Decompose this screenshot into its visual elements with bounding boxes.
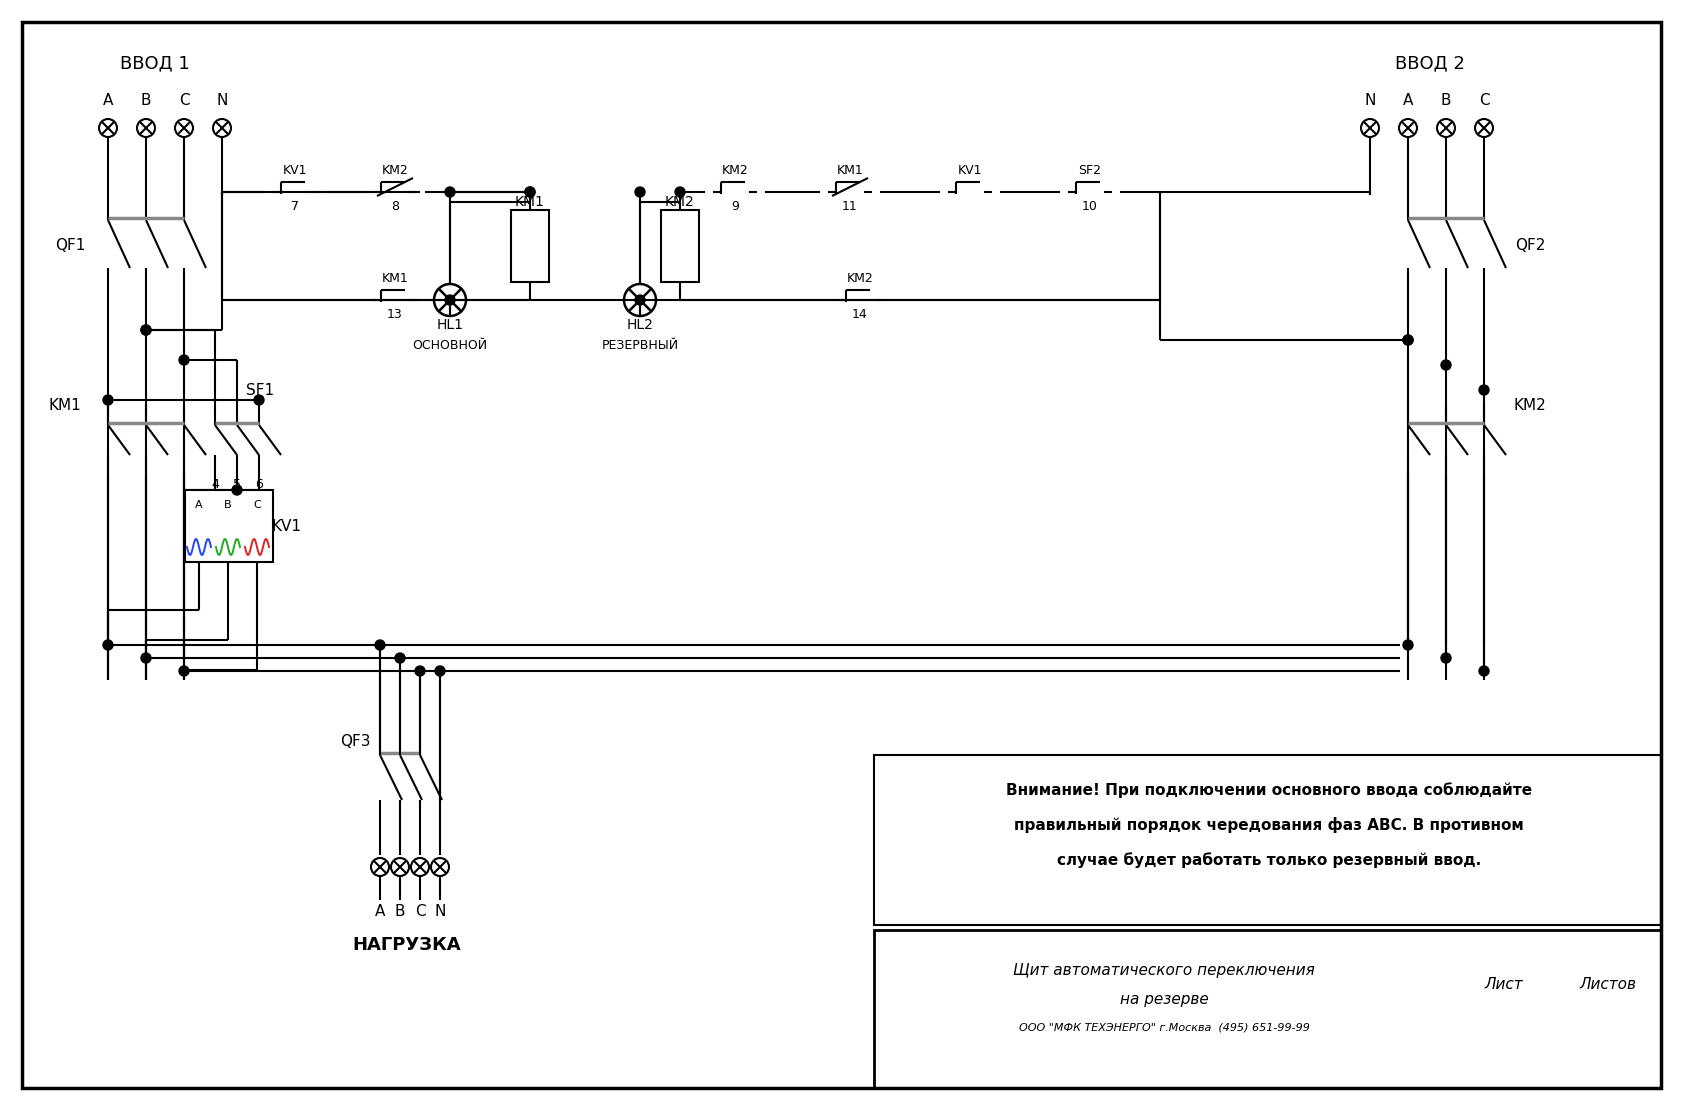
Text: N: N — [217, 92, 227, 108]
Circle shape — [1478, 666, 1489, 676]
Text: A: A — [103, 92, 113, 108]
Circle shape — [634, 295, 644, 305]
Text: KM1: KM1 — [382, 272, 409, 284]
Circle shape — [634, 186, 644, 196]
Circle shape — [232, 485, 242, 495]
Text: KM2: KM2 — [382, 163, 409, 176]
Text: QF1: QF1 — [56, 238, 86, 252]
Text: A: A — [195, 500, 204, 509]
Text: KM1: KM1 — [515, 195, 545, 209]
Text: QF2: QF2 — [1514, 238, 1544, 252]
Text: C: C — [178, 92, 188, 108]
Text: KM2: KM2 — [722, 163, 748, 176]
Bar — [873, 930, 1660, 1088]
Circle shape — [1403, 335, 1413, 345]
Bar — [185, 490, 272, 562]
Text: ВВОД 1: ВВОД 1 — [119, 54, 190, 72]
Circle shape — [525, 186, 535, 196]
Text: N: N — [1364, 92, 1374, 108]
Circle shape — [415, 666, 426, 676]
Circle shape — [444, 186, 454, 196]
Text: N: N — [434, 905, 446, 919]
Text: HL2: HL2 — [626, 317, 653, 332]
Circle shape — [178, 355, 188, 365]
Text: на резерве: на резерве — [1119, 992, 1208, 1008]
Circle shape — [254, 395, 264, 405]
Text: 5: 5 — [232, 477, 241, 491]
Text: C: C — [252, 500, 261, 509]
Text: правильный порядок чередования фаз АВС. В противном: правильный порядок чередования фаз АВС. … — [1014, 817, 1522, 832]
Circle shape — [1440, 653, 1450, 663]
Text: Лист: Лист — [1484, 978, 1522, 992]
Circle shape — [141, 653, 151, 663]
Text: 7: 7 — [291, 200, 299, 212]
Circle shape — [141, 325, 151, 335]
Text: ОСНОВНОЙ: ОСНОВНОЙ — [412, 339, 488, 352]
Text: C: C — [414, 905, 426, 919]
Text: 9: 9 — [730, 200, 738, 212]
Circle shape — [178, 666, 188, 676]
Text: A: A — [1403, 92, 1413, 108]
Circle shape — [103, 395, 113, 405]
Text: B: B — [141, 92, 151, 108]
Text: ВВОД 2: ВВОД 2 — [1394, 54, 1463, 72]
Circle shape — [395, 653, 405, 663]
Text: Щит автоматического переключения: Щит автоматического переключения — [1013, 962, 1314, 978]
Bar — [511, 210, 548, 282]
Text: ООО "МФК ТЕХЭНЕРГО" г.Москва  (495) 651-99-99: ООО "МФК ТЕХЭНЕРГО" г.Москва (495) 651-9… — [1018, 1023, 1309, 1033]
Text: KV1: KV1 — [957, 163, 982, 176]
Text: B: B — [1440, 92, 1450, 108]
Text: Внимание! При подключении основного ввода соблюдайте: Внимание! При подключении основного ввод… — [1006, 783, 1531, 798]
Text: 4: 4 — [210, 477, 219, 491]
Text: KM2: KM2 — [664, 195, 695, 209]
Text: KM1: KM1 — [49, 397, 81, 413]
Circle shape — [434, 666, 444, 676]
Text: случае будет работать только резервный ввод.: случае будет работать только резервный в… — [1056, 852, 1480, 868]
Text: A: A — [375, 905, 385, 919]
Bar — [873, 755, 1660, 925]
Text: B: B — [224, 500, 232, 509]
Circle shape — [375, 640, 385, 650]
Text: 8: 8 — [390, 200, 399, 212]
Text: KM1: KM1 — [836, 163, 863, 176]
Text: B: B — [395, 905, 405, 919]
Text: C: C — [1478, 92, 1489, 108]
Text: KV1: KV1 — [272, 518, 301, 534]
Text: SF1: SF1 — [246, 383, 274, 397]
Text: SF2: SF2 — [1078, 163, 1100, 176]
Text: KM2: KM2 — [1512, 397, 1546, 413]
Circle shape — [141, 325, 151, 335]
Circle shape — [1403, 640, 1413, 650]
Text: 14: 14 — [851, 307, 868, 321]
Text: 6: 6 — [256, 477, 262, 491]
Text: НАГРУЗКА: НАГРУЗКА — [353, 936, 461, 953]
Circle shape — [525, 186, 535, 196]
Circle shape — [1440, 360, 1450, 370]
Text: 13: 13 — [387, 307, 402, 321]
Text: KM2: KM2 — [846, 272, 873, 284]
Circle shape — [103, 640, 113, 650]
Text: Листов: Листов — [1579, 978, 1635, 992]
Text: 10: 10 — [1082, 200, 1097, 212]
Bar — [661, 210, 698, 282]
Circle shape — [1478, 385, 1489, 395]
Text: 11: 11 — [841, 200, 858, 212]
Text: HL1: HL1 — [436, 317, 463, 332]
Text: QF3: QF3 — [340, 735, 370, 749]
Circle shape — [674, 186, 685, 196]
Text: KV1: KV1 — [283, 163, 308, 176]
Text: РЕЗЕРВНЫЙ: РЕЗЕРВНЫЙ — [600, 339, 678, 352]
Circle shape — [444, 295, 454, 305]
Circle shape — [1403, 335, 1413, 345]
